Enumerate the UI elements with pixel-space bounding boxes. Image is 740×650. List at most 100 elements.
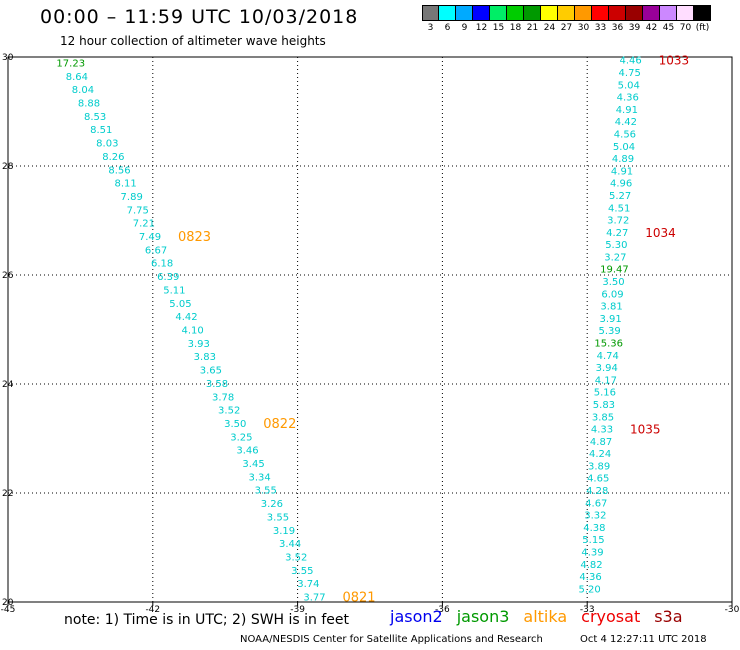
- east-swh-value: 4.27: [606, 228, 628, 239]
- west-swh-value: 8.88: [78, 99, 100, 110]
- west-swh-value: 3.19: [273, 526, 295, 537]
- west-swh-value: 3.55: [291, 566, 313, 577]
- legend-bin: 39: [626, 5, 643, 33]
- west-pass-time-label: 0821: [342, 591, 375, 606]
- west-swh-value: 8.51: [90, 125, 112, 136]
- legend-label: 12: [475, 23, 488, 33]
- legend-label: 42: [645, 23, 658, 33]
- west-swh-value: 4.10: [181, 326, 203, 337]
- east-swh-value: 3.27: [604, 252, 626, 263]
- legend-bin: 6: [439, 5, 456, 33]
- west-swh-value: 8.64: [66, 72, 88, 83]
- legend-swatch: [456, 5, 473, 21]
- legend-label: 27: [560, 23, 573, 33]
- west-swh-value: 7.21: [133, 219, 155, 230]
- west-pass-time-label: 0823: [178, 230, 211, 245]
- west-swh-value: 6.67: [145, 245, 167, 256]
- east-swh-value: 4.96: [610, 179, 632, 190]
- east-swh-value: 4.65: [587, 474, 609, 485]
- lon-tick-label: -39: [290, 605, 305, 615]
- legend-bin: 70: [677, 5, 694, 33]
- legend-swatch: [507, 5, 524, 21]
- west-swh-value: 3.83: [194, 352, 216, 363]
- west-swh-value: 5.05: [169, 299, 191, 310]
- east-swh-value: 3.72: [607, 216, 629, 227]
- west-swh-value: 6.18: [151, 259, 173, 270]
- legend-bin: 15: [490, 5, 507, 33]
- east-swh-value: 4.28: [586, 486, 608, 497]
- west-swh-value: 7.49: [139, 232, 161, 243]
- east-swh-value: 4.36: [617, 93, 639, 104]
- east-swh-value: 3.50: [602, 277, 624, 288]
- east-swh-value: 15.36: [594, 338, 623, 349]
- lat-tick-label: 24: [2, 380, 14, 390]
- legend-swatch: [592, 5, 609, 21]
- east-swh-value: 5.39: [599, 326, 621, 337]
- west-swh-value: 3.46: [236, 446, 258, 457]
- legend-swatch: [490, 5, 507, 21]
- footer-note: note: 1) Time is in UTC; 2) SWH is in fe…: [64, 612, 350, 628]
- legend-label: 36: [611, 23, 624, 33]
- legend-label: 9: [461, 23, 468, 33]
- mission-cryosat: cryosat: [581, 607, 641, 626]
- west-swh-value: 3.50: [224, 419, 246, 430]
- east-swh-value: 4.51: [608, 203, 630, 214]
- legend-swatch: [575, 5, 592, 21]
- east-swh-value: 5.20: [578, 584, 600, 595]
- east-swh-value: 4.91: [611, 166, 633, 177]
- legend-swatch: [626, 5, 643, 21]
- east-pass-time-label: 1035: [630, 423, 661, 437]
- west-swh-value: 8.11: [114, 179, 136, 190]
- east-swh-value: 4.36: [579, 572, 601, 583]
- legend-bin: 9: [456, 5, 473, 33]
- east-swh-value: 4.75: [619, 68, 641, 79]
- mission-jason2: jason2: [390, 607, 443, 626]
- west-swh-value: 7.75: [127, 205, 149, 216]
- legend-label: 30: [577, 23, 590, 33]
- west-swh-value: 6.39: [157, 272, 179, 283]
- east-swh-value: 4.67: [585, 498, 607, 509]
- east-swh-value: 4.91: [616, 105, 638, 116]
- east-swh-value: 6.09: [601, 289, 623, 300]
- west-swh-value: 3.45: [242, 459, 264, 470]
- west-swh-value: 17.23: [56, 58, 85, 69]
- legend-swatch: [643, 5, 660, 21]
- west-swh-value: 8.04: [72, 85, 94, 96]
- east-swh-value: 5.04: [618, 80, 640, 91]
- legend-swatch: [439, 5, 456, 21]
- legend-bin: 27: [558, 5, 575, 33]
- mission-s3a: s3a: [654, 607, 683, 626]
- east-swh-value: 4.56: [614, 129, 636, 140]
- legend-bin: 3: [422, 5, 439, 33]
- legend-bin: 30: [575, 5, 592, 33]
- mission-jason3: jason3: [456, 607, 510, 626]
- east-swh-value: 5.30: [605, 240, 627, 251]
- legend-label: 39: [628, 23, 641, 33]
- legend-swatch: [422, 5, 439, 21]
- legend-bin: 24: [541, 5, 558, 33]
- lon-tick-label: -45: [1, 605, 16, 615]
- west-swh-value: 7.89: [121, 192, 143, 203]
- east-swh-value: 3.81: [600, 302, 622, 313]
- west-swh-value: 8.03: [96, 139, 118, 150]
- legend-swatch: [694, 5, 711, 21]
- lat-tick-label: 26: [2, 271, 14, 281]
- west-swh-value: 3.55: [255, 486, 277, 497]
- west-swh-value: 3.25: [230, 432, 252, 443]
- east-swh-value: 4.46: [620, 56, 642, 67]
- east-swh-value: 4.74: [597, 351, 619, 362]
- west-swh-value: 3.65: [200, 366, 222, 377]
- legend-label: 6: [444, 23, 451, 33]
- west-swh-value: 3.52: [285, 552, 307, 563]
- lon-tick-label: -33: [580, 605, 595, 615]
- legend-bin: 36: [609, 5, 626, 33]
- legend-bin: 33: [592, 5, 609, 33]
- legend-bin: 18: [507, 5, 524, 33]
- legend-swatch: [660, 5, 677, 21]
- east-swh-value: 3.89: [588, 461, 610, 472]
- east-swh-value: 4.39: [581, 547, 603, 558]
- generated-timestamp: Oct 4 12:27:11 UTC 2018: [580, 634, 707, 645]
- legend-label: 15: [492, 23, 505, 33]
- west-swh-value: 3.58: [206, 379, 228, 390]
